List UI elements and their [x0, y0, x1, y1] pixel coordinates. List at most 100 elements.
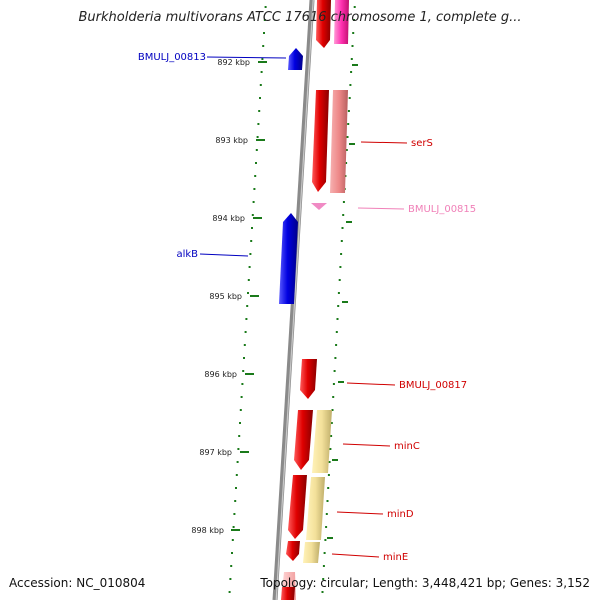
leader-BMULJ_00813 — [206, 56, 287, 59]
scale-dot — [333, 370, 336, 372]
gene-label-minE[interactable]: minE — [383, 552, 408, 563]
cds-serS-feature[interactable] — [330, 90, 348, 193]
cds-forward-minC[interactable] — [294, 410, 313, 470]
cds-minE-feature[interactable] — [303, 542, 320, 563]
scale-dot — [346, 136, 349, 138]
cds-forward-BMULJ_00817[interactable] — [300, 359, 317, 399]
scale-dot — [351, 45, 354, 47]
scale-dot — [336, 318, 339, 320]
leader-minD — [336, 511, 384, 515]
scale-dot — [236, 461, 239, 463]
scale-dot — [350, 58, 353, 60]
cds-reverse-alkB[interactable] — [279, 213, 298, 304]
scale-dot — [235, 487, 237, 489]
scale-dot — [254, 175, 257, 177]
scale-dot — [342, 201, 345, 203]
gene-label-alkB[interactable]: alkB — [176, 249, 198, 260]
scale-dot — [246, 305, 249, 307]
scale-dot — [259, 84, 262, 86]
rna-feature-top[interactable] — [334, 0, 349, 44]
scale-dot — [241, 383, 244, 385]
scale-dot — [243, 357, 245, 359]
scale-dot — [322, 565, 325, 567]
leader-alkB — [199, 253, 249, 257]
scale-dot — [248, 266, 251, 268]
scale-dot — [335, 344, 338, 346]
scale-dot — [339, 266, 342, 268]
scale-dot — [337, 292, 340, 294]
scale-dot — [341, 227, 344, 229]
gene-label-BMULJ_00817[interactable]: BMULJ_00817 — [399, 380, 467, 391]
scale-dot — [240, 396, 243, 398]
scale-dot — [352, 32, 355, 34]
cds-minD-feature[interactable] — [306, 477, 325, 540]
scale-dot — [340, 253, 343, 255]
scale-dot — [335, 331, 338, 333]
gene-label-BMULJ_00813[interactable]: BMULJ_00813 — [138, 52, 206, 63]
scale-ring-outer — [321, 6, 356, 593]
gene-count-label: Genes: 3,152 — [509, 576, 590, 590]
tick-label-894: 894 kbp — [212, 214, 245, 223]
leader-minE — [331, 553, 380, 558]
scale-ring-inner — [228, 6, 267, 593]
scale-dot — [243, 344, 246, 346]
gene-label-BMULJ_00815[interactable]: BMULJ_00815 — [408, 204, 476, 215]
gene-label-minC[interactable]: minC — [394, 441, 420, 452]
scale-dot — [329, 448, 332, 450]
scale-dot — [233, 513, 236, 515]
scale-dot — [251, 214, 254, 216]
outer-ring-ticks — [327, 64, 358, 539]
scale-dot — [232, 526, 235, 528]
length-label: Length: 3,448,421 bp; — [372, 576, 507, 590]
scale-dot — [260, 71, 263, 73]
label-leaders — [199, 56, 408, 558]
cds-forward-minE[interactable] — [286, 541, 300, 561]
gene-label-serS[interactable]: serS — [411, 138, 433, 149]
gene-labels: BMULJ_00813 serS BMULJ_00815 alkB BMULJ_… — [138, 52, 476, 563]
cds-forward-serS[interactable] — [312, 90, 329, 192]
scale-dot — [244, 331, 247, 333]
scale-dot — [334, 357, 337, 359]
genome-summary: Topology: circular; Length: 3,448,421 bp… — [260, 576, 590, 590]
scale-dot — [345, 149, 348, 151]
scale-dot — [350, 71, 353, 73]
scale-dot — [262, 45, 265, 47]
cds-forward-minD[interactable] — [288, 475, 307, 539]
tick-label-895: 895 kbp — [209, 292, 242, 301]
scale-ticks: 892 kbp 893 kbp 894 kbp 895 kbp 896 kbp … — [191, 58, 267, 535]
tick-label-898: 898 kbp — [191, 526, 224, 535]
scale-dot — [231, 539, 234, 541]
tick-label-892: 892 kbp — [217, 58, 250, 67]
scale-dot — [239, 422, 241, 424]
gene-features — [279, 0, 349, 600]
gene-label-minD[interactable]: minD — [387, 509, 414, 520]
scale-dot — [263, 32, 265, 34]
scale-dot — [327, 487, 330, 489]
scale-dot — [342, 214, 345, 216]
scale-dot — [229, 578, 232, 580]
cds-forward-bottom[interactable] — [281, 587, 295, 600]
cds-minC-feature[interactable] — [312, 410, 332, 473]
scale-dot — [324, 539, 327, 541]
scale-dot — [349, 84, 352, 86]
scale-dot — [249, 253, 252, 255]
scale-dot — [264, 6, 267, 8]
scale-dot — [330, 435, 333, 437]
scale-dot — [235, 474, 238, 476]
rna-BMULJ_00815[interactable] — [311, 203, 327, 210]
scale-dot — [321, 591, 324, 593]
scale-dot — [348, 97, 351, 99]
scale-dot — [245, 318, 248, 320]
scale-dot — [259, 97, 261, 99]
tick-label-893: 893 kbp — [215, 136, 248, 145]
scale-dot — [263, 19, 266, 21]
scale-dot — [323, 552, 326, 554]
scale-dot — [238, 435, 241, 437]
leader-minC — [342, 443, 391, 447]
cds-forward-top[interactable] — [316, 0, 331, 48]
leader-serS — [360, 141, 408, 144]
scale-dot — [255, 162, 257, 164]
cds-reverse-BMULJ_00813[interactable] — [288, 48, 303, 70]
tick-label-896: 896 kbp — [204, 370, 237, 379]
